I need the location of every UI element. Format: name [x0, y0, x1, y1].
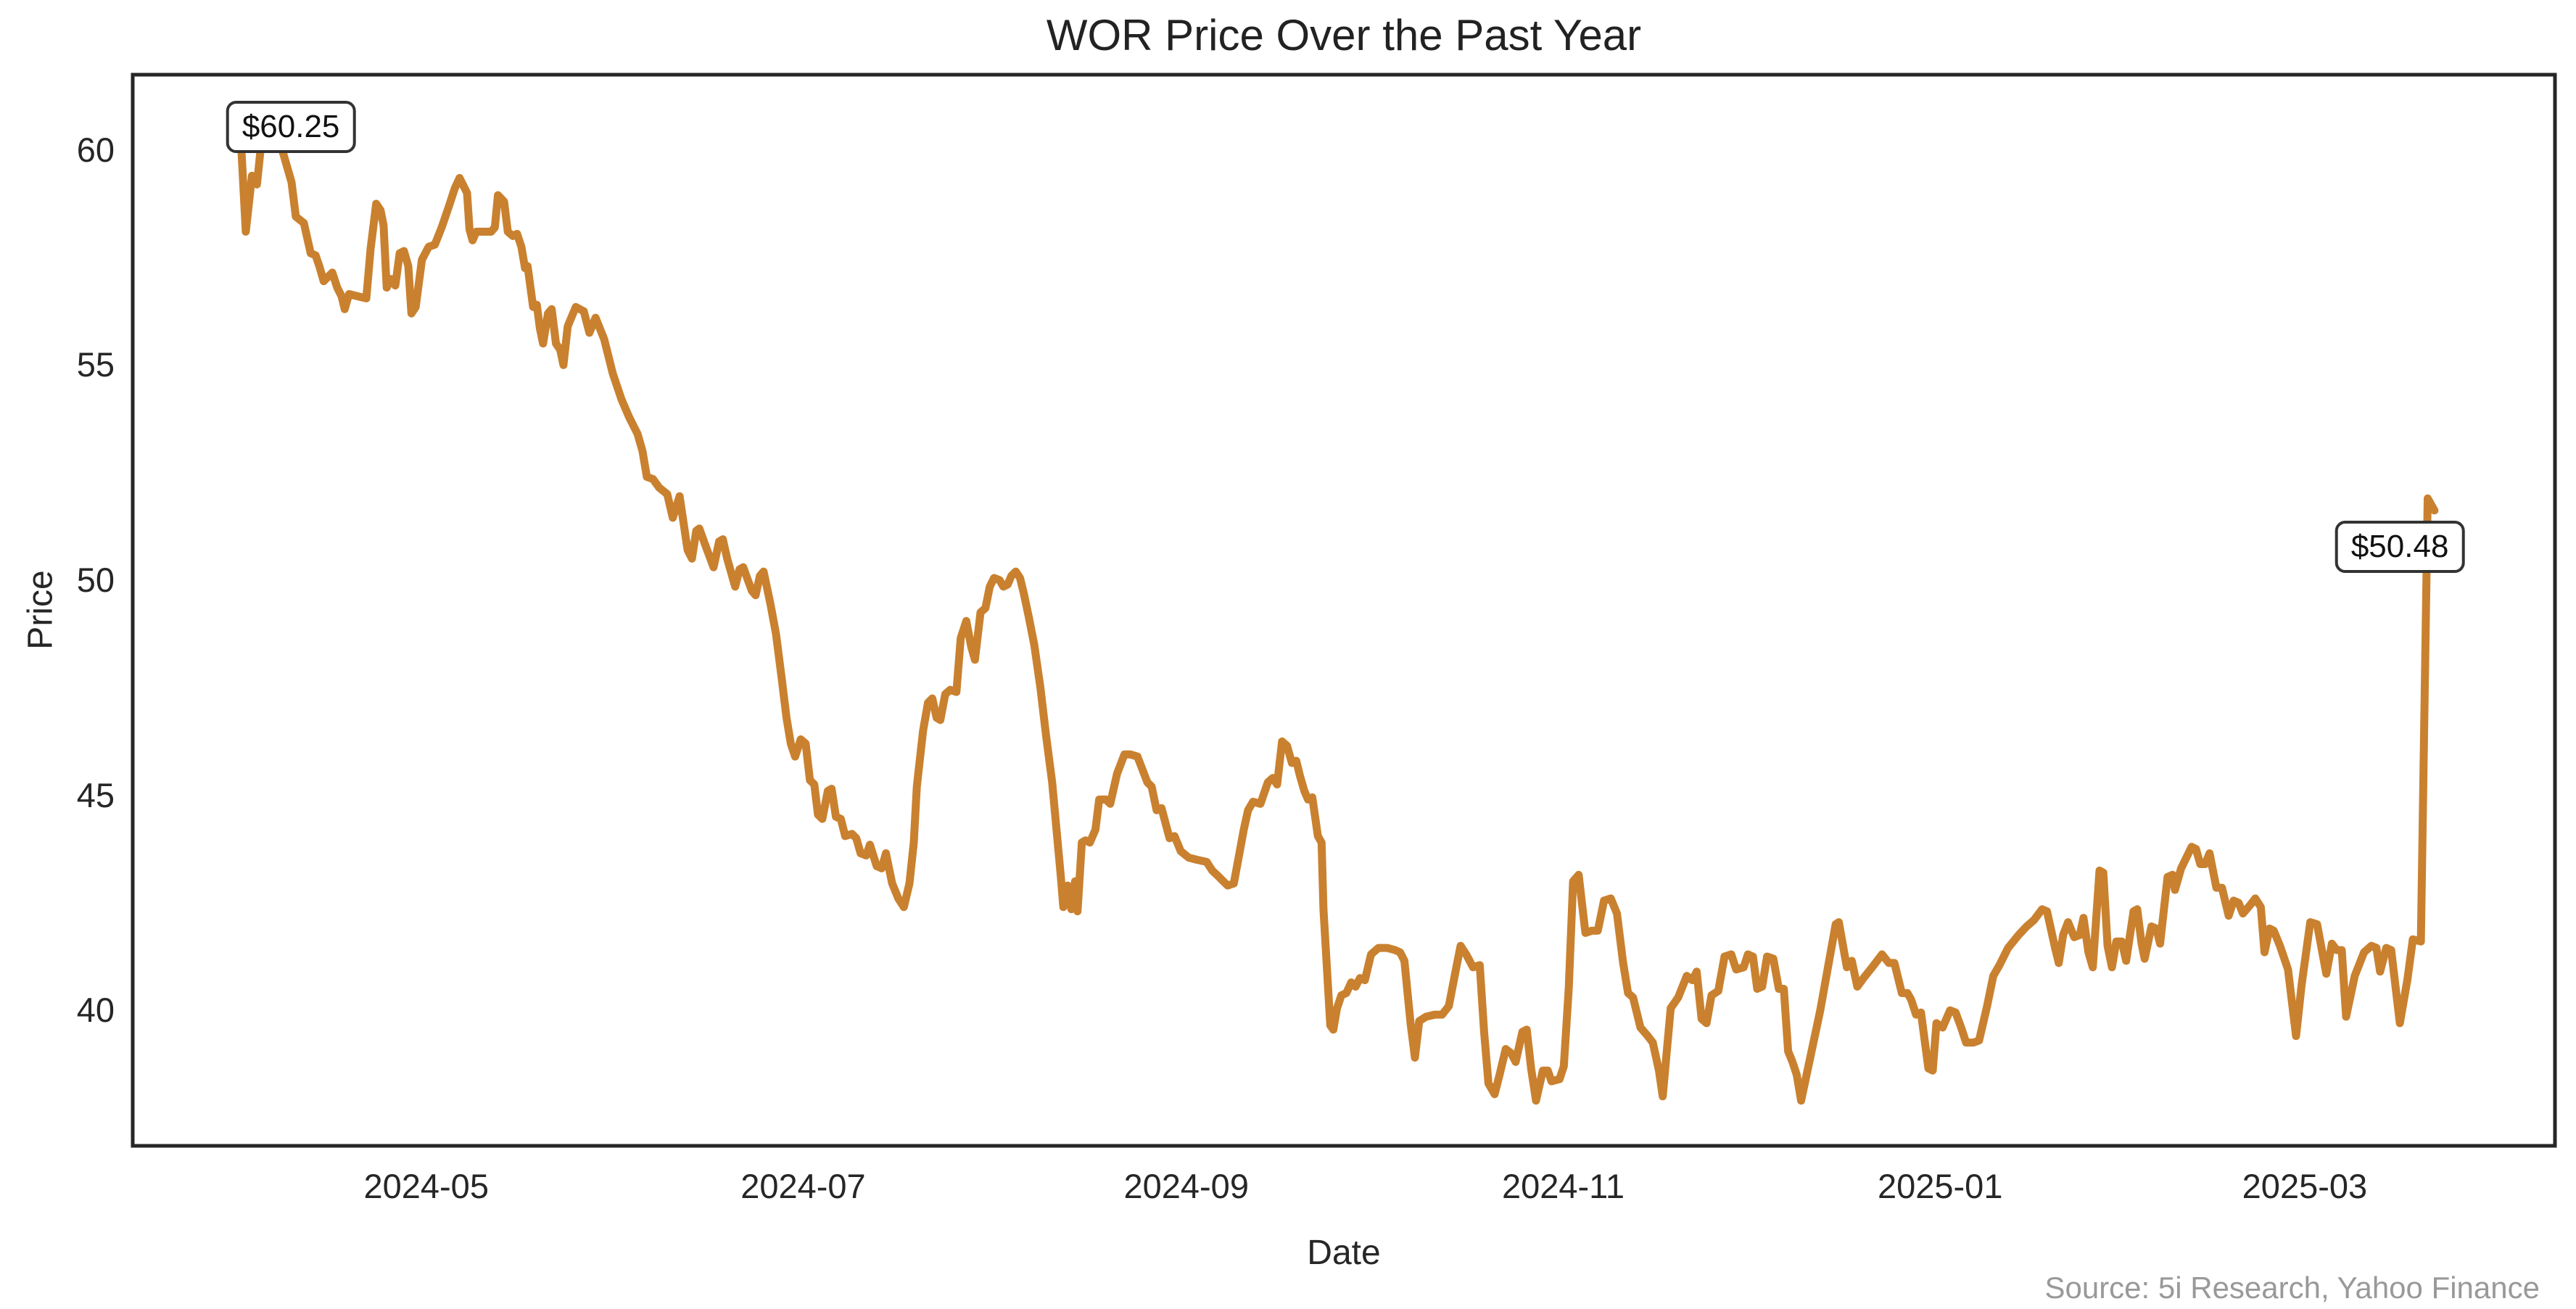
plot-frame — [131, 73, 2557, 1148]
y-tick-label-60: 60 — [76, 130, 115, 169]
y-tick-label-45: 45 — [76, 775, 115, 814]
y-tick-label-50: 50 — [76, 560, 115, 599]
x-tick-label-2024-05: 2024-05 — [363, 1167, 489, 1205]
source-note: Source: 5i Research, Yahoo Finance — [2044, 1271, 2540, 1305]
annotation-end-price: $50.48 — [2334, 520, 2465, 573]
price-line-series — [236, 133, 2439, 1105]
x-tick-label-2025-01: 2025-01 — [1877, 1167, 2003, 1205]
x-tick-label-2024-09: 2024-09 — [1123, 1167, 1249, 1205]
annotation-start-price: $60.25 — [226, 100, 356, 153]
x-tick-label-2024-11: 2024-11 — [1501, 1167, 1625, 1205]
x-tick-label-2025-03: 2025-03 — [2242, 1167, 2368, 1205]
y-tick-label-40: 40 — [76, 991, 115, 1030]
x-tick-label-2024-07: 2024-07 — [740, 1167, 866, 1205]
chart-title: WOR Price Over the Past Year — [1046, 11, 1642, 59]
y-tick-label-55: 55 — [76, 345, 115, 384]
x-axis-label: Date — [1307, 1234, 1381, 1272]
